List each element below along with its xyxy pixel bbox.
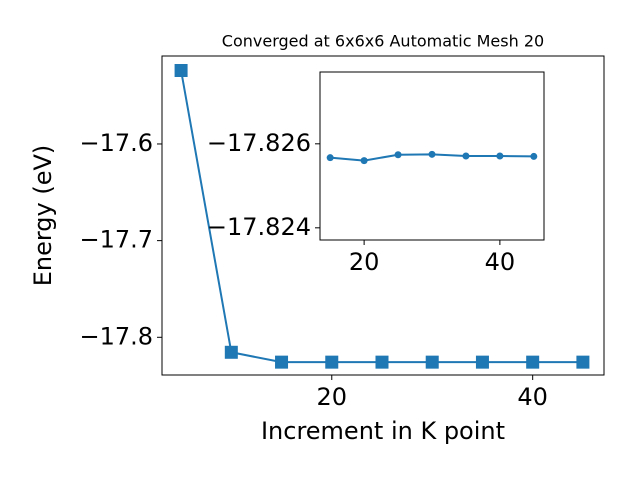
marker: [360, 157, 368, 165]
marker: [326, 154, 334, 162]
marker: [428, 150, 436, 158]
marker: [425, 355, 439, 369]
y-tick-label: −17.6: [79, 129, 153, 157]
y-tick-label: −17.7: [79, 226, 153, 254]
marker: [530, 152, 538, 160]
marker: [526, 355, 540, 369]
marker: [475, 355, 489, 369]
y-tick-label: −17.826: [207, 129, 311, 157]
marker: [462, 152, 470, 160]
marker: [576, 355, 590, 369]
y-tick-label: −17.824: [207, 213, 311, 241]
marker: [375, 355, 389, 369]
marker: [174, 64, 188, 77]
y-axis-label: Energy (eV): [29, 145, 57, 287]
marker: [496, 152, 504, 160]
y-tick-label: −17.8: [79, 322, 153, 350]
marker: [394, 151, 402, 159]
axes-frame: [161, 55, 605, 376]
marker: [275, 355, 289, 369]
chart-title: Converged at 6x6x6 Automatic Mesh 20: [222, 32, 544, 51]
x-tick-label: 20: [349, 248, 380, 276]
x-tick-label: 40: [485, 248, 516, 276]
axes-frame: [319, 71, 545, 241]
x-axis-label: Increment in K point: [261, 417, 505, 445]
x-tick-label: 40: [517, 383, 548, 411]
marker: [325, 355, 339, 369]
x-tick-label: 20: [316, 383, 347, 411]
marker: [224, 345, 238, 359]
